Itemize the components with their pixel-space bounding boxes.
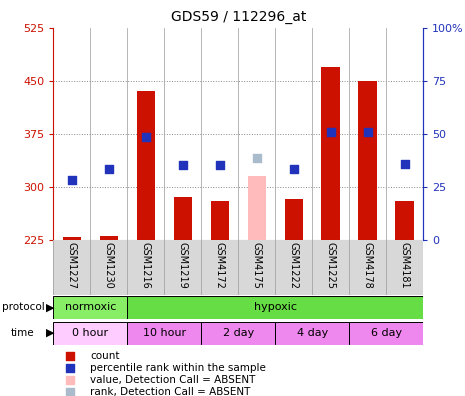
Text: ▶: ▶ [46, 328, 54, 338]
Bar [359, 81, 377, 240]
Bar [53, 296, 127, 319]
Text: GSM1225: GSM1225 [326, 242, 336, 289]
Bar [275, 322, 349, 345]
Point [401, 161, 408, 167]
Bar [349, 322, 423, 345]
Bar [137, 91, 155, 240]
Bar [127, 296, 423, 319]
Point [253, 155, 260, 162]
Bar [100, 236, 118, 240]
Text: 4 day: 4 day [297, 328, 328, 338]
Bar [173, 197, 192, 240]
Point [66, 377, 73, 383]
Bar [53, 322, 127, 345]
Text: ▶: ▶ [46, 302, 54, 312]
Text: 2 day: 2 day [223, 328, 254, 338]
Bar [321, 67, 340, 240]
Text: GSM4181: GSM4181 [399, 242, 410, 289]
Point [364, 128, 372, 135]
Point [68, 176, 76, 183]
Bar [247, 176, 266, 240]
Text: 0 hour: 0 hour [73, 328, 108, 338]
Text: protocol: protocol [2, 302, 45, 312]
Bar [53, 240, 423, 295]
Bar [63, 238, 81, 240]
Bar [395, 201, 414, 240]
Text: hypoxic: hypoxic [254, 302, 297, 312]
Point [179, 162, 186, 169]
Text: GSM1219: GSM1219 [178, 242, 188, 289]
Bar [127, 322, 201, 345]
Title: GDS59 / 112296_at: GDS59 / 112296_at [171, 10, 306, 24]
Bar [201, 322, 275, 345]
Text: GSM4172: GSM4172 [215, 242, 225, 289]
Point [105, 166, 113, 172]
Text: GSM1216: GSM1216 [141, 242, 151, 289]
Text: GSM1230: GSM1230 [104, 242, 114, 289]
Text: percentile rank within the sample: percentile rank within the sample [90, 363, 266, 373]
Text: normoxic: normoxic [65, 302, 116, 312]
Text: GSM4178: GSM4178 [363, 242, 373, 289]
Text: GSM4175: GSM4175 [252, 242, 262, 289]
Point [327, 128, 334, 135]
Text: value, Detection Call = ABSENT: value, Detection Call = ABSENT [90, 375, 256, 385]
Text: time: time [10, 328, 34, 338]
Point [66, 353, 73, 360]
Point [66, 389, 73, 395]
Text: GSM1222: GSM1222 [289, 242, 299, 289]
Text: 6 day: 6 day [371, 328, 402, 338]
Text: 10 hour: 10 hour [143, 328, 186, 338]
Point [142, 134, 150, 140]
Text: GSM1227: GSM1227 [67, 242, 77, 289]
Point [290, 166, 298, 172]
Bar [211, 201, 229, 240]
Point [66, 365, 73, 371]
Text: count: count [90, 351, 120, 362]
Bar [285, 199, 303, 240]
Text: rank, Detection Call = ABSENT: rank, Detection Call = ABSENT [90, 387, 251, 396]
Point [216, 162, 224, 169]
